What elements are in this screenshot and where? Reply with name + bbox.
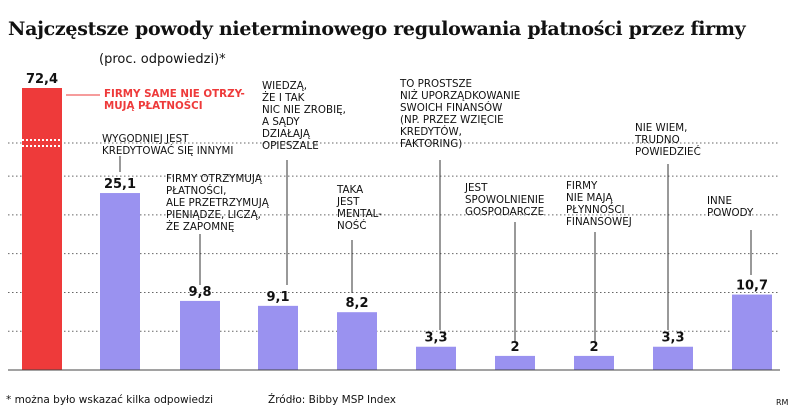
- category-label-line: KREDYTÓW,: [400, 125, 462, 138]
- category-label-line: FIRMY: [566, 180, 598, 192]
- bar-chart: 72,4 25,1 9,8 9,1 8,2 3,3 2 2 3,3 10,7 FIRMY SAME …: [8, 72, 780, 371]
- category-label-line: JEST: [464, 182, 488, 194]
- value-label: 3,3: [661, 331, 684, 346]
- category-label-line: FAKTORING): [400, 138, 462, 150]
- category-label: TAKA JEST MENTAL-NOŚĆ: [336, 184, 382, 232]
- category-label-line: KREDYTOWAĆ SIĘ INNYMI: [102, 144, 233, 157]
- bar: [22, 88, 62, 370]
- category-label-line: A SĄDY: [262, 116, 300, 128]
- chart-title: Najczęstsze powody nieterminowego regulo…: [8, 18, 746, 40]
- category-label: TO PROSTSZE NIŻ UPORZĄDKOWANIE SWOICH FINA…: [399, 78, 520, 150]
- category-label-line: SPOWOLNIENIE: [465, 194, 544, 206]
- labels: 72,4 25,1 9,8 9,1 8,2 3,3 2 2 3,3 10,7 FIRMY SAME …: [26, 72, 768, 355]
- category-label: JEST SPOWOLNIENIE GOSPODARCZE: [464, 182, 544, 218]
- category-label-line: PŁYNNOŚCI: [566, 203, 625, 216]
- bar: [258, 305, 298, 370]
- category-label-line: NIE WIEM,: [635, 122, 687, 134]
- category-label-line: PIENIĄDZE, LICZĄ,: [166, 209, 261, 221]
- bar: [653, 346, 693, 370]
- category-label-line: WYGODNIEJ JEST: [102, 133, 189, 145]
- bar: [416, 346, 456, 370]
- value-label: 2: [510, 340, 519, 355]
- category-label-line: NIŻ UPORZĄDKOWANIE: [400, 89, 520, 102]
- category-label-line: WIEDZĄ,: [262, 80, 307, 92]
- bar: [337, 312, 377, 370]
- value-label: 25,1: [104, 177, 136, 192]
- category-label-line: SWOICH FINANSÓW: [400, 101, 502, 114]
- category-label-line: TAKA: [336, 184, 363, 196]
- category-label-line: POWIEDZIEĆ: [635, 145, 701, 158]
- footnote: * można było wskazać kilka odpowiedzi: [6, 394, 214, 406]
- category-label-line: TO PROSTSZE: [399, 78, 472, 90]
- category-label-line: FIRMY SAME NIE OTRZY-: [104, 88, 245, 100]
- value-label: 8,2: [345, 296, 368, 311]
- value-label: 2: [589, 340, 598, 355]
- chart-subtitle: (proc. odpowiedzi)*: [99, 52, 226, 67]
- category-label: NIE WIEM, TRUDNO POWIEDZIEĆ: [634, 122, 701, 158]
- value-label: 3,3: [424, 331, 447, 346]
- category-label-line: INNE: [707, 195, 732, 207]
- category-label-line: ŻE ZAPOMNĘ: [166, 220, 234, 233]
- category-label-line: FINANSOWEJ: [566, 216, 632, 228]
- bars: [18, 88, 772, 370]
- category-label: WIEDZĄ, ŻE I TAK NIC NIE ZROBIĘ, A SĄDY DZIA…: [262, 80, 346, 152]
- value-label: 9,8: [188, 285, 211, 300]
- category-label-line: ŻE I TAK: [262, 91, 305, 104]
- category-label: WYGODNIEJ JEST KREDYTOWAĆ SIĘ INNYMI: [102, 133, 233, 157]
- category-label-line: POWODY: [707, 207, 754, 219]
- category-label-line: FIRMY OTRZYMUJĄ: [166, 173, 263, 185]
- source-note: Źródło: Bibby MSP Index: [268, 394, 396, 406]
- category-label-line: NIE MAJĄ: [566, 192, 613, 204]
- value-label: 72,4: [26, 72, 58, 87]
- category-label: FIRMY OTRZYMUJĄ PŁATNOŚCI, ALE PRZETRZYMUJ…: [166, 173, 270, 233]
- category-label-line: NOŚĆ: [337, 219, 367, 232]
- category-label-line: MUJĄ PŁATNOŚCI: [104, 99, 203, 112]
- category-label-line: DZIAŁAJĄ: [262, 128, 311, 140]
- credit: RM: [776, 398, 789, 407]
- category-label: FIRMY SAME NIE OTRZY-MUJĄ PŁATNOŚCI: [104, 88, 245, 112]
- bar: [574, 355, 614, 370]
- category-label-line: GOSPODARCZE: [465, 206, 544, 218]
- bar: [495, 355, 535, 370]
- category-label-line: MENTAL-: [337, 208, 382, 220]
- category-label-line: JEST: [336, 196, 360, 208]
- value-label: 10,7: [736, 279, 768, 294]
- category-label-line: NIC NIE ZROBIĘ,: [262, 104, 346, 116]
- bar: [100, 193, 140, 370]
- category-label-line: TRUDNO: [634, 134, 680, 146]
- leader-lines: [66, 94, 752, 343]
- category-label-line: OPIESZALE: [262, 140, 319, 152]
- bar: [180, 300, 220, 370]
- category-label-line: ALE PRZETRZYMUJĄ: [166, 197, 270, 209]
- category-label-line: (NP. PRZEZ WZIĘCIE: [400, 114, 504, 126]
- category-label: FIRMY NIE MAJĄ PŁYNNOŚCI FINANSOWEJ: [566, 180, 632, 228]
- bar: [732, 294, 772, 370]
- value-label: 9,1: [266, 290, 289, 305]
- category-label: INNE POWODY: [707, 195, 754, 219]
- category-label-line: PŁATNOŚCI,: [166, 184, 226, 197]
